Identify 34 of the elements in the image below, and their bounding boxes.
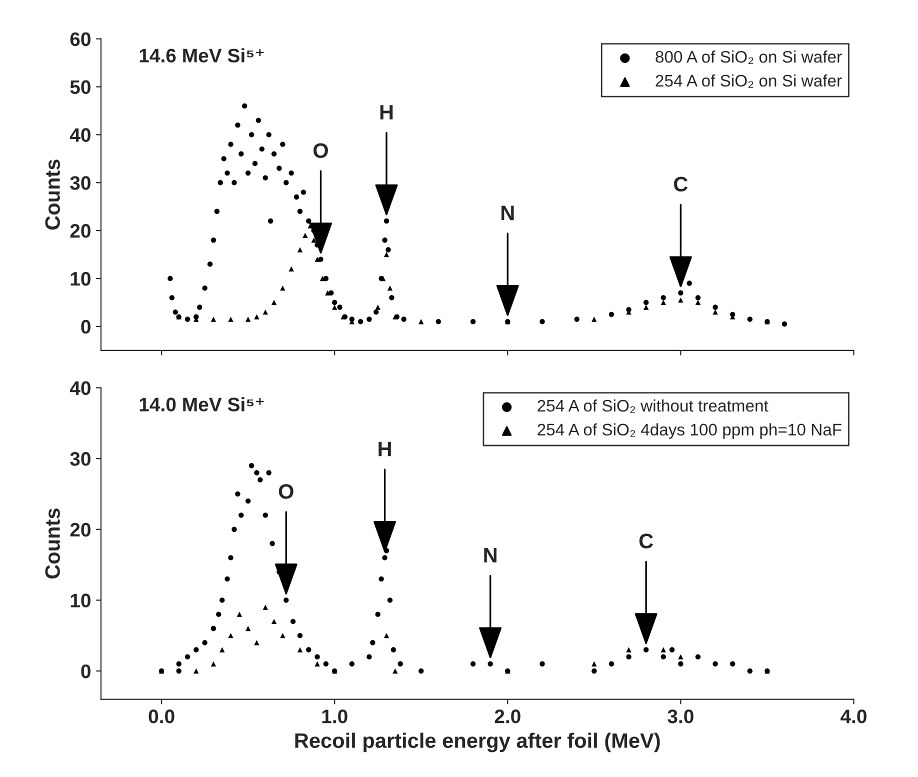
y-axis-title: Counts [45, 508, 60, 579]
annotation: C [639, 534, 654, 548]
annotation: H [378, 442, 391, 456]
y-tick-label: 50 [70, 80, 90, 94]
y-tick-label: 10 [70, 272, 90, 286]
x-axis-title: Recoil particle energy after foil (MeV) [295, 732, 660, 752]
y-tick-label: 60 [70, 32, 90, 46]
y-axis-title: Counts [45, 160, 60, 230]
y-tick-label: 20 [70, 224, 90, 238]
legend-label: 800 A of SiO₂ on Si wafer [656, 50, 842, 64]
y-tick-label: 40 [70, 128, 90, 142]
y-tick-label: 20 [70, 522, 90, 537]
annotation: H [380, 105, 393, 120]
x-tick-label: 0.0 [148, 710, 174, 724]
legend-label: 254 A of SiO₂ 4days 100 ppm ph=10 NaF [538, 423, 842, 439]
x-tick-label: 3.0 [668, 710, 694, 724]
chart-title: 14.6 MeV Si⁵⁺ [140, 48, 264, 62]
y-tick-label: 10 [70, 594, 90, 608]
y-tick-label: 40 [70, 381, 90, 396]
x-tick-label: 2.0 [494, 710, 520, 724]
legend-label: 254 A of SiO₂ on Si wafer [656, 74, 842, 88]
y-tick-label: 30 [70, 176, 90, 190]
annotation: O [314, 143, 328, 158]
annotation: C [674, 176, 688, 192]
annotation: O [278, 484, 294, 499]
annotation: N [484, 548, 496, 562]
y-tick-label: 30 [70, 452, 90, 466]
legend-label: 254 A of SiO₂ without treatment [538, 399, 768, 413]
annotation: N [502, 206, 514, 220]
chart-title: 14.0 MeV Si⁵⁺ [140, 397, 264, 412]
y-tick-label: 0 [81, 320, 90, 334]
x-tick-label: 1.0 [322, 710, 348, 724]
x-tick-label: 4.0 [840, 710, 866, 724]
y-tick-label: 0 [81, 664, 90, 678]
